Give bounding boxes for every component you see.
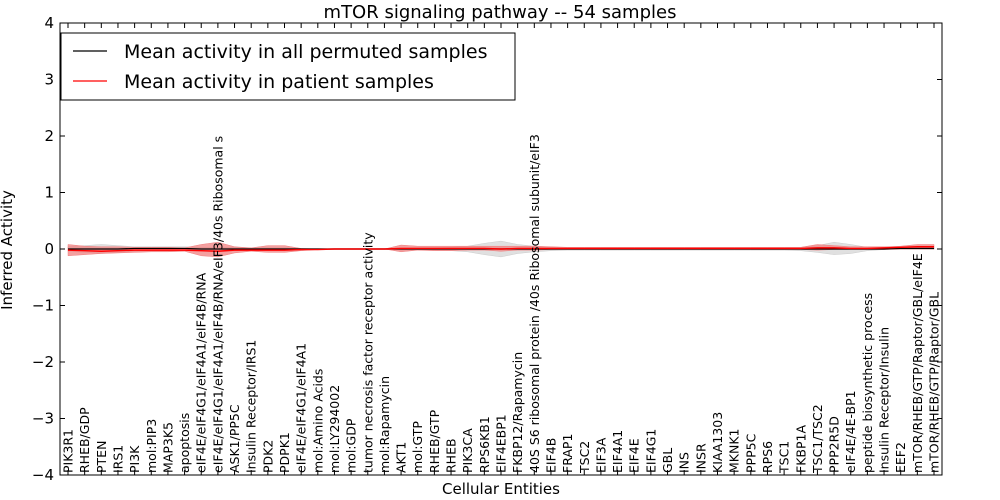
- x-tick-label: Insulin Receptor/IRS1: [244, 340, 259, 473]
- x-tick-label: RHEB/GDP: [77, 407, 92, 473]
- x-axis-label: Cellular Entities: [442, 480, 560, 498]
- x-tick-label: eIF4E/eIF4G1/eIF4A1/eIF4B/RNA: [194, 272, 209, 473]
- x-tick-label: KIAA1303: [710, 412, 725, 473]
- x-tick-label: RPS6KB1: [477, 416, 492, 473]
- x-tick-label: EIF4E: [627, 438, 642, 473]
- y-tick-label: −1: [32, 297, 54, 315]
- x-tick-label: EIF4A1: [610, 430, 625, 473]
- x-tick-label: PPP2R5D: [827, 416, 842, 473]
- x-tick-label: 40S S6 ribosomal protein /40s Ribosomal …: [527, 134, 542, 473]
- x-tick-label: ASK1/PP5C: [227, 404, 242, 473]
- legend: Mean activity in all permuted samples Mea…: [60, 32, 516, 101]
- x-tick-label: eIF4E/eIF4G1/eIF4A1: [294, 343, 309, 473]
- x-tick-label: mol:Rapamycin: [377, 376, 392, 473]
- y-tick-label: −3: [32, 410, 54, 428]
- x-tick-label: RHEB: [444, 438, 459, 473]
- x-tick-label: mol:LY294002: [327, 385, 342, 473]
- x-tick-label: EEF2: [893, 442, 908, 473]
- x-tick-label: EIF3A: [593, 437, 608, 473]
- x-tick-label: tumor necrosis factor receptor activity: [360, 232, 375, 473]
- y-axis-label: Inferred Activity: [0, 190, 16, 310]
- legend-label-1: Mean activity in all permuted samples: [124, 41, 487, 63]
- x-tick-label: RPS6: [760, 441, 775, 473]
- legend-label-2: Mean activity in patient samples: [124, 71, 434, 93]
- x-tick-label: mol:GDP: [344, 418, 359, 473]
- y-tick-label: 2: [44, 127, 54, 145]
- x-tick-label: PI3K: [127, 445, 142, 473]
- x-tick-label: PPP5C: [743, 433, 758, 473]
- x-tick-label: eIF4E/4E-BP1: [843, 390, 858, 473]
- y-tick-label: 0: [44, 240, 54, 258]
- x-tick-label: Insulin Receptor/Insulin: [877, 327, 892, 473]
- x-tick-label: FKBP12/Rapamycin: [510, 352, 525, 473]
- x-tick-label: GBL: [660, 448, 675, 473]
- legend-box: [60, 32, 516, 101]
- x-tick-label: PIK3CA: [460, 428, 475, 473]
- y-tick-label: −2: [32, 353, 54, 371]
- x-tick-label: RHEB/GTP: [427, 409, 442, 473]
- chart-title: mTOR signaling pathway -- 54 samples: [324, 2, 677, 23]
- x-tick-label: TSC1/TSC2: [810, 404, 825, 474]
- y-tick-label: 4: [44, 14, 54, 32]
- x-tick-label: eIF4E/eIF4G1/eIF4A1/eIF4B/RNA/eIF3/40s R…: [210, 136, 225, 473]
- x-tick-label: IRS1: [110, 445, 125, 473]
- x-tick-label: MAP3K5: [160, 422, 175, 473]
- x-tick-label: FRAP1: [560, 434, 575, 473]
- x-tick-label: apoptosis: [177, 413, 192, 473]
- x-tick-label: INS: [677, 452, 692, 473]
- series-line-2: [67, 246, 934, 252]
- x-tick-label: TSC1: [777, 441, 792, 474]
- x-tick-label: PIK3R1: [61, 429, 76, 473]
- x-tick-label: mTOR/RHEB/GTP/Raptor/GBL/eIF4E: [910, 253, 925, 473]
- x-tick-label: mol:GTP: [410, 421, 425, 473]
- x-tick-label: INSR: [693, 443, 708, 473]
- y-tick-label: −4: [32, 466, 54, 484]
- x-tick-label: PDPK1: [277, 432, 292, 473]
- x-tick-label: mTOR/RHEB/GTP/Raptor/GBL: [927, 292, 942, 473]
- x-tick-label: peptide biosynthetic process: [860, 293, 875, 473]
- x-tick-label: FKBP1A: [793, 425, 808, 473]
- x-tick-label: TSC2: [577, 441, 592, 474]
- x-tick-label: EIF4G1: [643, 429, 658, 473]
- x-tick-label: PDK2: [260, 440, 275, 473]
- x-tick-label: EIF4EBP1: [494, 414, 509, 473]
- x-tick-label: AKT1: [394, 442, 409, 473]
- y-tick-label: 3: [44, 71, 54, 89]
- x-tick-label: mol:Amino Acids: [310, 369, 325, 473]
- x-tick-label: MKNK1: [727, 429, 742, 473]
- x-tick-label: mol:PIP3: [144, 419, 159, 473]
- y-tick-label: 1: [44, 184, 54, 202]
- x-tick-label: PTEN: [94, 441, 109, 473]
- x-tick-label: EIF4B: [543, 438, 558, 473]
